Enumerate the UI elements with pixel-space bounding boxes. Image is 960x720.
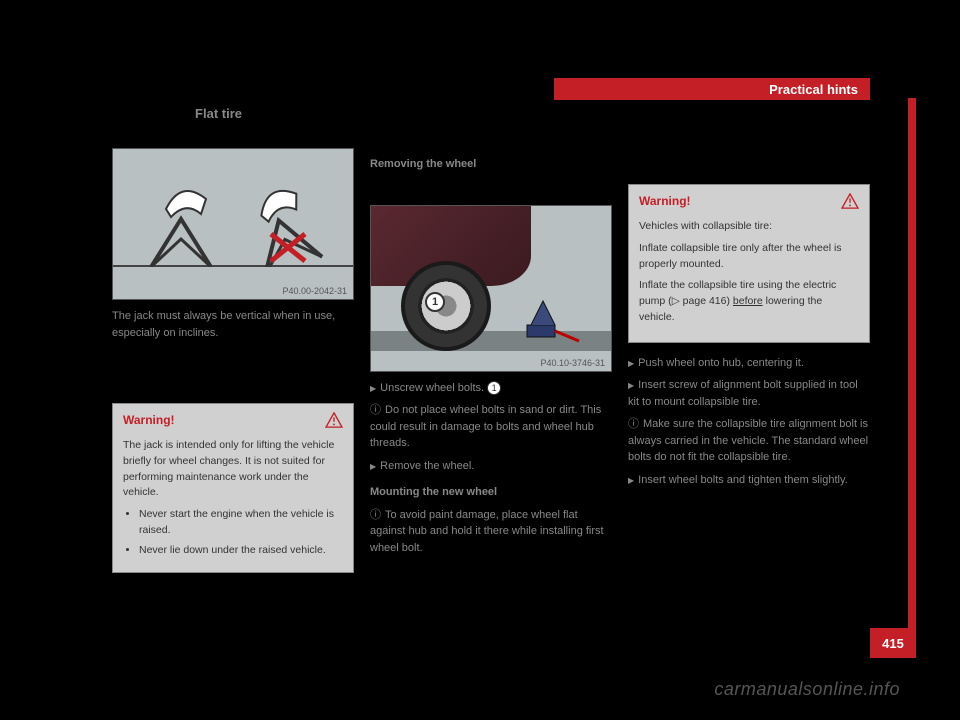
heading-removing-wheel: Removing the wheel [370, 156, 612, 173]
heading-mounting-wheel: Mounting the new wheel [370, 484, 612, 501]
watermark: carmanualsonline.info [714, 679, 900, 700]
warning-triangle-icon [325, 412, 343, 428]
step-push-wheel: Push wheel onto hub, centering it. [628, 355, 870, 372]
column-1: P40.00-2042-31 The jack must always be v… [112, 148, 354, 573]
warning2-p1: Vehicles with collapsible tire: [639, 219, 859, 235]
fig1-caption: The jack must always be vertical when in… [112, 308, 354, 341]
warning-para-1: The jack is intended only for lifting th… [123, 438, 343, 501]
wheel-bolt-marker: 1 [425, 292, 445, 312]
info-bolts-dirt: Do not place wheel bolts in sand or dirt… [370, 402, 612, 452]
ref-marker-1: 1 [487, 381, 501, 395]
header-subsection: Flat tire [195, 106, 242, 121]
warning-header-2: Warning! [629, 185, 869, 215]
warning-triangle-icon [841, 193, 859, 209]
info-paint-damage: To avoid paint damage, place wheel flat … [370, 507, 612, 557]
warning-box-collapsible-tire: Warning! Vehicles with collapsible tire:… [628, 184, 870, 343]
side-red-strip [908, 98, 916, 628]
warning-body: The jack is intended only for lifting th… [113, 434, 353, 572]
column-3: Warning! Vehicles with collapsible tire:… [628, 148, 870, 488]
warning-title-2: Warning! [639, 194, 691, 208]
warning2-p2: Inflate collapsible tire only after the … [639, 241, 859, 273]
header-section: Practical hints [769, 82, 858, 97]
figure-wheel-removal: 1 P40.10-3746-31 [370, 205, 612, 372]
step-insert-bolts: Insert wheel bolts and tighten them slig… [628, 472, 870, 489]
warning-header: Warning! [113, 404, 353, 434]
step-remove-wheel: Remove the wheel. [370, 458, 612, 475]
wheel-illustration [401, 261, 491, 351]
warning-title: Warning! [123, 413, 175, 427]
warning-body-2: Vehicles with collapsible tire: Inflate … [629, 215, 869, 342]
info-alignment-bolt: Make sure the collapsible tire alignment… [628, 416, 870, 466]
warning-bullet-2: Never lie down under the raised vehicle. [139, 543, 343, 559]
warning2-p3: Inflate the collapsible tire using the e… [639, 278, 859, 325]
figure-2-label: P40.10-3746-31 [540, 358, 605, 368]
jack-correct-icon [141, 179, 221, 267]
jack-incorrect-icon [243, 179, 333, 267]
warning-box-jack: Warning! The jack is intended only for l… [112, 403, 354, 573]
step-unscrew-bolts: Unscrew wheel bolts. 1 [370, 380, 612, 397]
column-2: Removing the wheel 1 P40.10-3746-31 Unsc… [370, 148, 612, 556]
header-bar: Practical hints [554, 78, 870, 100]
warning-bullet-1: Never start the engine when the vehicle … [139, 507, 343, 539]
page-number-box: 415 [870, 628, 916, 658]
col2-body: Unscrew wheel bolts. 1 Do not place whee… [370, 380, 612, 557]
col3-body: Push wheel onto hub, centering it. Inser… [628, 355, 870, 489]
figure-1-label: P40.00-2042-31 [282, 286, 347, 296]
step-alignment-bolt: Insert screw of alignment bolt supplied … [628, 377, 870, 410]
figure-jack-orientation: P40.00-2042-31 [112, 148, 354, 300]
floor-jack-icon [521, 295, 583, 343]
page-number: 415 [882, 636, 904, 651]
